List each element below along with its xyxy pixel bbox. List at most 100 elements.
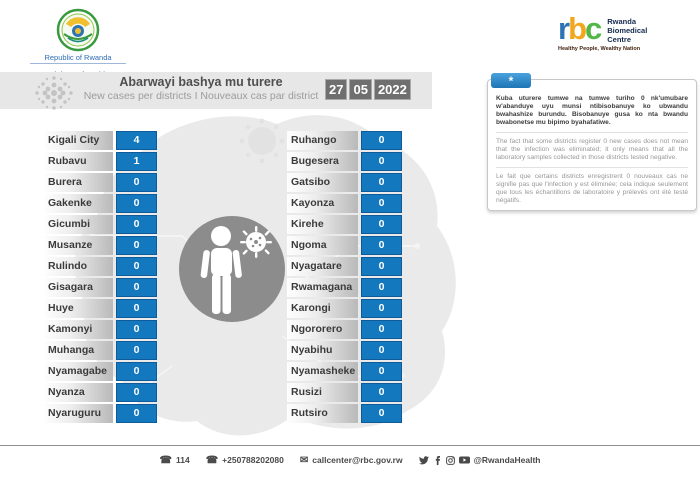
district-new-cases: 0 <box>361 194 402 213</box>
district-name: Huye <box>44 299 113 318</box>
district-name: Kamonyi <box>44 320 113 339</box>
rbc-name: Rwanda Biomedical Centre <box>607 17 648 44</box>
district-row: Gatsibo 0 <box>287 173 402 192</box>
ministry-of-health-logo: Republic of Rwanda Ministry of Health <box>30 8 126 82</box>
hotline-number: 114 <box>175 455 190 465</box>
districts-column-left: Kigali City 4 Rubavu 1 Burera 0 Gakenke … <box>44 131 157 423</box>
virus-icon <box>35 76 73 110</box>
district-name: Bugesera <box>287 152 358 171</box>
page-subtitle: New cases per districts I Nouveaux cas p… <box>83 90 319 102</box>
district-new-cases: 0 <box>361 131 402 150</box>
report-date: 27 05 2022 <box>325 79 411 100</box>
district-row: Karongi 0 <box>287 299 402 318</box>
district-new-cases: 0 <box>361 341 402 360</box>
footer-divider <box>0 445 700 446</box>
district-row: Kigali City 4 <box>44 131 157 150</box>
district-new-cases: 0 <box>116 194 157 213</box>
note-english: The fact that some districts register 0 … <box>496 138 688 161</box>
district-name: Nyanza <box>44 383 113 402</box>
note-french: Le fait que certains districts enregistr… <box>496 173 688 204</box>
district-row: Ruhango 0 <box>287 131 402 150</box>
phone-contact: ☎ +250788202080 <box>206 455 284 466</box>
district-name: Rwamagana <box>287 278 358 297</box>
district-name: Nyamasheke <box>287 362 358 381</box>
district-row: Rutsiro 0 <box>287 404 402 423</box>
twitter-icon <box>418 455 429 464</box>
divider <box>496 132 688 133</box>
district-name: Gisagara <box>44 278 113 297</box>
district-row: Bugesera 0 <box>287 152 402 171</box>
district-row: Ngoma 0 <box>287 236 402 255</box>
district-new-cases: 0 <box>361 152 402 171</box>
hotline-contact: ☎ 114 <box>160 455 190 466</box>
district-new-cases: 0 <box>116 278 157 297</box>
district-name: Ngoma <box>287 236 358 255</box>
email-address: callcenter@rbc.gov.rw <box>312 455 403 465</box>
district-row: Musanze 0 <box>44 236 157 255</box>
social-contact: @RwandaHealth <box>418 455 541 465</box>
district-new-cases: 0 <box>116 383 157 402</box>
district-name: Rubavu <box>44 152 113 171</box>
districts-column-right: Ruhango 0 Bugesera 0 Gatsibo 0 Kayonza 0… <box>287 131 402 423</box>
district-new-cases: 0 <box>361 383 402 402</box>
note-kinyarwanda: Kuba uturere tumwe na tumwe turiho 0 nk'… <box>496 95 688 126</box>
district-new-cases: 0 <box>361 320 402 339</box>
district-row: Nyanza 0 <box>44 383 157 402</box>
district-name: Kirehe <box>287 215 358 234</box>
district-name: Gicumbi <box>44 215 113 234</box>
rwanda-coat-of-arms-icon <box>56 8 100 52</box>
district-name: Kigali City <box>44 131 113 150</box>
district-name: Nyaruguru <box>44 404 113 423</box>
district-new-cases: 0 <box>116 236 157 255</box>
district-row: Rubavu 1 <box>44 152 157 171</box>
district-row: Rulindo 0 <box>44 257 157 276</box>
district-name: Nyamagabe <box>44 362 113 381</box>
district-name: Musanze <box>44 236 113 255</box>
district-new-cases: 0 <box>361 362 402 381</box>
district-row: Kayonza 0 <box>287 194 402 213</box>
rbc-tagline: Healthy People, Wealthy Nation <box>558 46 641 52</box>
divider <box>496 167 688 168</box>
district-name: Nyabihu <box>287 341 358 360</box>
district-name: Nyagatare <box>287 257 358 276</box>
date-day: 27 <box>325 79 348 100</box>
district-row: Kirehe 0 <box>287 215 402 234</box>
district-row: Gakenke 0 <box>44 194 157 213</box>
district-new-cases: 0 <box>116 173 157 192</box>
district-row: Gisagara 0 <box>44 278 157 297</box>
district-new-cases: 1 <box>116 152 157 171</box>
date-year: 2022 <box>373 79 411 100</box>
district-new-cases: 0 <box>361 404 402 423</box>
district-row: Muhanga 0 <box>44 341 157 360</box>
district-name: Muhanga <box>44 341 113 360</box>
date-month: 05 <box>349 79 372 100</box>
asterisk-tab-icon: * <box>491 73 531 88</box>
instagram-icon <box>445 455 455 465</box>
district-row: Nyamagabe 0 <box>44 362 157 381</box>
district-name: Karongi <box>287 299 358 318</box>
district-name: Rulindo <box>44 257 113 276</box>
faint-virus-icon <box>239 118 285 164</box>
district-row: Nyamasheke 0 <box>287 362 402 381</box>
district-name: Gatsibo <box>287 173 358 192</box>
email-contact: ✉ callcenter@rbc.gov.rw <box>300 455 403 466</box>
district-row: Nyaruguru 0 <box>44 404 157 423</box>
person-with-virus-icon <box>179 216 285 322</box>
district-name: Ruhango <box>287 131 358 150</box>
district-row: Gicumbi 0 <box>44 215 157 234</box>
district-name: Ngororero <box>287 320 358 339</box>
district-new-cases: 0 <box>361 173 402 192</box>
district-name: Rutsiro <box>287 404 358 423</box>
footer-contacts: ☎ 114 ☎ +250788202080 ✉ callcenter@rbc.g… <box>0 450 700 470</box>
social-handle: @RwandaHealth <box>473 455 541 465</box>
district-new-cases: 0 <box>361 278 402 297</box>
district-new-cases: 0 <box>116 257 157 276</box>
district-new-cases: 4 <box>116 131 157 150</box>
district-new-cases: 0 <box>361 299 402 318</box>
district-row: Huye 0 <box>44 299 157 318</box>
email-icon: ✉ <box>299 454 309 466</box>
phone-number: +250788202080 <box>222 455 284 465</box>
district-new-cases: 0 <box>361 215 402 234</box>
district-new-cases: 0 <box>116 299 157 318</box>
